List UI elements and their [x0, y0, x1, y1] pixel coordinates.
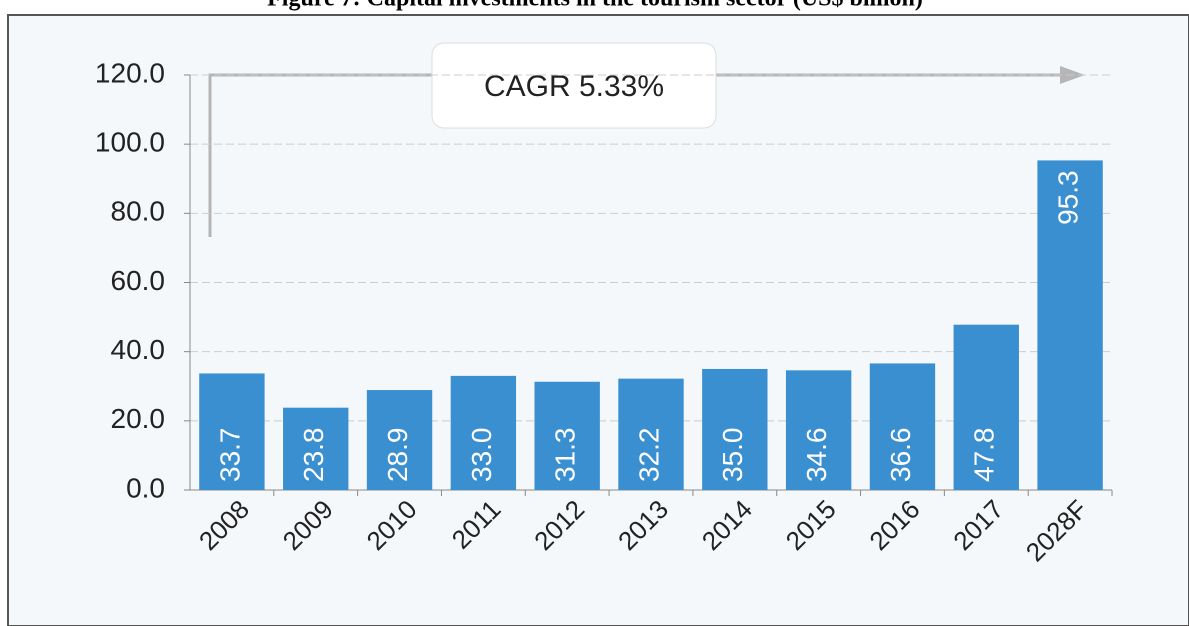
value-label: 31.3	[550, 428, 581, 483]
value-label: 36.6	[885, 428, 916, 483]
bar	[785, 370, 852, 490]
chart-title: Figure 7: Capital investments in the tou…	[267, 0, 923, 12]
y-tick-label: 20.0	[111, 403, 166, 434]
value-label: 95.3	[1052, 170, 1083, 225]
value-label: 28.9	[382, 428, 413, 483]
bar	[1037, 160, 1103, 490]
y-tick-label: 40.0	[111, 334, 166, 365]
bar	[534, 381, 600, 490]
value-label: 35.0	[717, 428, 748, 483]
bar	[199, 373, 265, 490]
bar	[618, 378, 684, 490]
y-tick-label: 0.0	[126, 472, 165, 503]
value-label: 23.8	[298, 428, 329, 483]
bar	[702, 368, 768, 490]
bar	[953, 324, 1019, 490]
value-label: 33.0	[466, 428, 497, 483]
y-tick-label: 60.0	[111, 265, 166, 296]
value-label: 33.7	[214, 428, 245, 483]
annotation-box	[431, 42, 717, 129]
bar	[869, 363, 936, 490]
y-tick-label: 120.0	[95, 57, 165, 88]
bar	[366, 390, 433, 490]
y-tick-label: 80.0	[111, 196, 166, 227]
value-label: 47.8	[969, 428, 1000, 483]
value-label: 32.2	[633, 428, 664, 483]
bar	[283, 407, 349, 490]
value-label: 34.6	[801, 428, 832, 483]
bar	[450, 375, 517, 490]
y-tick-label: 100.0	[95, 127, 165, 158]
